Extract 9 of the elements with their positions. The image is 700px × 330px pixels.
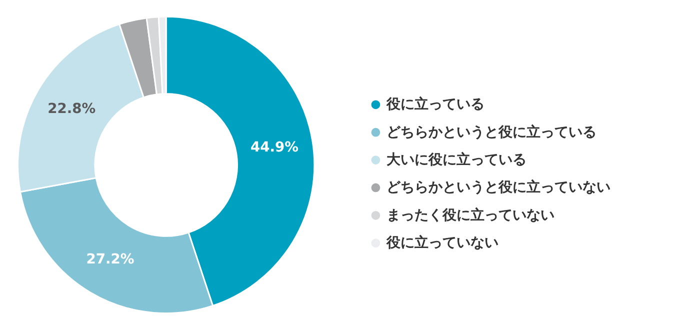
legend-label: 役に立っていない (386, 234, 499, 252)
legend-label: 大いに役に立っている (386, 150, 527, 168)
legend-label: どちらかというと役に立っていない (386, 178, 611, 196)
legend-label: どちらかというと役に立っている (386, 123, 597, 140)
legend-label: 役に立っている (386, 96, 485, 113)
data-label: 22.8% (48, 101, 96, 118)
legend-label: まったく役に立っていない (386, 206, 555, 224)
data-label: 27.2% (86, 251, 134, 268)
data-label: 44.9% (250, 139, 299, 156)
